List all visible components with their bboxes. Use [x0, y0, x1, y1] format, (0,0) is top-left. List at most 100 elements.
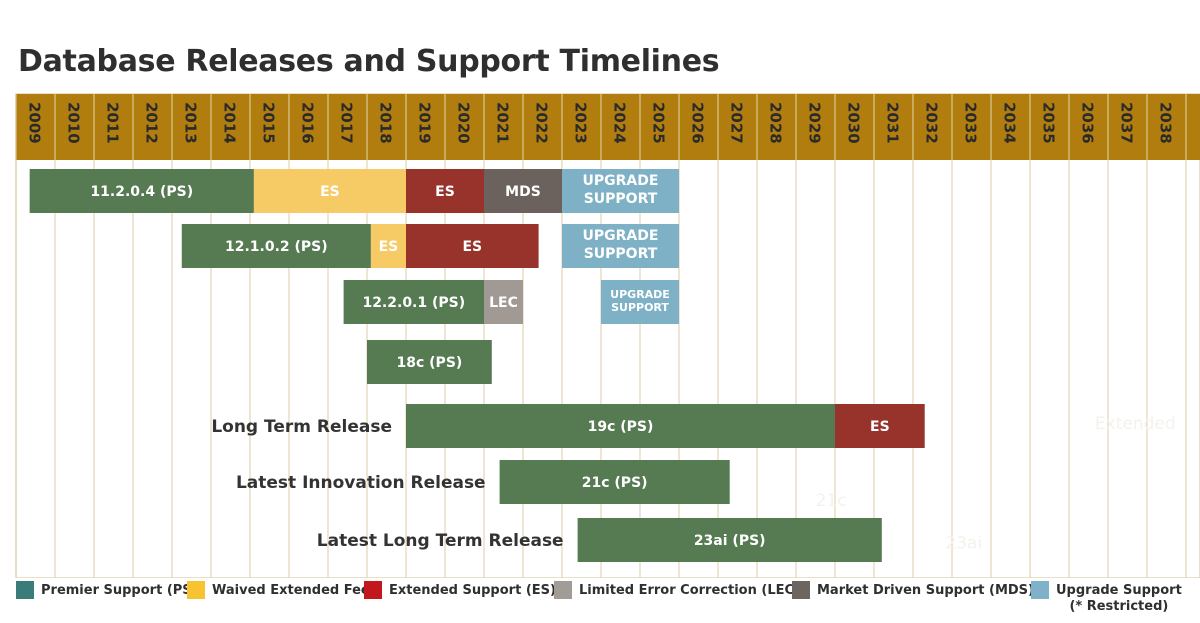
year-tick-label: 2032: [923, 102, 941, 144]
year-tick-label: 2018: [377, 102, 395, 144]
bar-ps: [343, 280, 484, 324]
legend-swatch: [364, 581, 382, 599]
year-tick-label: 2026: [689, 102, 707, 144]
legend-label-text: Limited Error Correction (LEC): [579, 583, 800, 598]
bar-label: 19c (PS): [588, 419, 654, 435]
bar-ps: [181, 224, 371, 268]
legend-label-text: Waived Extended Fee: [212, 583, 370, 598]
bar-label: 12.1.0.2 (PS): [225, 239, 328, 255]
legend-label-text: Premier Support (PS): [41, 583, 198, 598]
legend-swatch: [792, 581, 810, 599]
legend-item-es: Extended Support (ES): [364, 581, 556, 599]
faint-text: 21c: [816, 491, 847, 511]
year-tick-label: 2034: [1001, 102, 1019, 144]
bar-label: UPGRADE: [583, 228, 659, 244]
year-tick-label: 2025: [650, 102, 668, 144]
legend-label-text: Upgrade Support: [1056, 583, 1182, 598]
year-tick-label: 2029: [806, 102, 824, 144]
bar-label: SUPPORT: [611, 301, 669, 314]
bar-label: ES: [435, 184, 455, 200]
bar-ps: [29, 169, 254, 213]
bar-label: SUPPORT: [584, 246, 658, 262]
timeline-chart: 2009 2010 2011 2012 2013 2014 2015 2016 2017 2018…: [15, 93, 1200, 578]
legend-swatch: [1031, 581, 1049, 599]
legend-note: (* Restricted): [1069, 599, 1169, 614]
legend-swatch: [16, 581, 34, 599]
year-tick-label: 2036: [1079, 102, 1097, 144]
legend-label: Waived Extended Fee: [212, 583, 370, 599]
year-tick-label: 2019: [416, 102, 434, 144]
year-tick-label: 2016: [299, 102, 317, 144]
bar-label: 18c (PS): [397, 355, 463, 371]
page-title: Database Releases and Support Timelines: [18, 44, 720, 79]
year-tick-label: 2015: [260, 102, 278, 144]
year-tick-label: 2011: [104, 102, 122, 144]
legend-item-ps: Premier Support (PS): [16, 581, 198, 599]
legend-swatch: [554, 581, 572, 599]
bar-label: ES: [320, 184, 340, 200]
bar-es: [406, 224, 539, 268]
legend-item-lec: Limited Error Correction (LEC): [554, 581, 800, 599]
bar-ps: [577, 518, 882, 562]
legend-item-wef: Waived Extended Fee: [187, 581, 370, 599]
year-tick-label: 2017: [338, 102, 356, 144]
bar-label: ES: [870, 419, 890, 435]
bar-us: [562, 169, 679, 213]
legend-label-text: Market Driven Support (MDS): [817, 583, 1034, 598]
year-tick-label: 2009: [26, 102, 44, 144]
bar-label: 21c (PS): [582, 475, 648, 491]
bar-lec: [484, 280, 523, 324]
bar-label: MDS: [505, 184, 541, 200]
bar-us: [601, 280, 679, 324]
year-header: [16, 94, 1200, 160]
legend-label-text: Extended Support (ES): [389, 583, 556, 598]
year-tick-label: 2012: [143, 102, 161, 144]
row-label: Latest Long Term Release: [317, 531, 564, 551]
year-tick-label: 2038: [1157, 102, 1175, 144]
year-tick-label: 2027: [728, 102, 746, 144]
year-tick-label: 2031: [884, 102, 902, 144]
legend-item-us: Upgrade Support (* Restricted): [1031, 581, 1182, 615]
legend-label: Extended Support (ES): [389, 583, 556, 599]
bar-label: UPGRADE: [583, 173, 659, 189]
bar-label: 12.2.0.1 (PS): [362, 295, 465, 311]
bar-label: SUPPORT: [584, 191, 658, 207]
year-tick-label: 2014: [221, 102, 239, 144]
legend: Premier Support (PS) Waived Extended Fee E…: [16, 581, 1200, 617]
bar-label: LEC: [489, 295, 518, 311]
year-tick-label: 2030: [845, 102, 863, 144]
bar-ps: [367, 340, 492, 384]
bar-us: [562, 224, 679, 268]
legend-label: Upgrade Support (* Restricted): [1056, 583, 1182, 615]
bar-label: ES: [462, 239, 482, 255]
faint-text: Extended: [1095, 414, 1176, 434]
year-tick-label: 2035: [1040, 102, 1058, 144]
year-tick-label: 2022: [533, 102, 551, 144]
bar-wef: [253, 169, 406, 213]
bar-es: [406, 169, 484, 213]
year-tick-label: 2013: [182, 102, 200, 144]
legend-item-mds: Market Driven Support (MDS): [792, 581, 1034, 599]
bar-label: ES: [379, 239, 399, 255]
bar-label: 11.2.0.4 (PS): [90, 184, 193, 200]
year-tick-label: 2023: [572, 102, 590, 144]
legend-label: Premier Support (PS): [41, 583, 198, 599]
bar-ps: [499, 460, 730, 504]
year-tick-label: 2037: [1118, 102, 1136, 144]
bar-mds: [484, 169, 562, 213]
year-tick-label: 2033: [962, 102, 980, 144]
bar-es: [835, 404, 925, 448]
year-tick-label: 2024: [611, 102, 629, 144]
plot-frame: [15, 93, 1200, 578]
legend-label: Market Driven Support (MDS): [817, 583, 1034, 599]
year-tick-label: 2020: [455, 102, 473, 144]
faint-text: 23ai: [945, 534, 982, 554]
bar-label: 23ai (PS): [694, 533, 766, 549]
bar-ps: [406, 404, 835, 448]
bar-label: UPGRADE: [610, 288, 670, 301]
legend-label: Limited Error Correction (LEC): [579, 583, 800, 599]
year-tick-label: 2028: [767, 102, 785, 144]
bar-wef: [370, 224, 406, 268]
legend-swatch: [187, 581, 205, 599]
row-label: Latest Innovation Release: [236, 473, 486, 493]
